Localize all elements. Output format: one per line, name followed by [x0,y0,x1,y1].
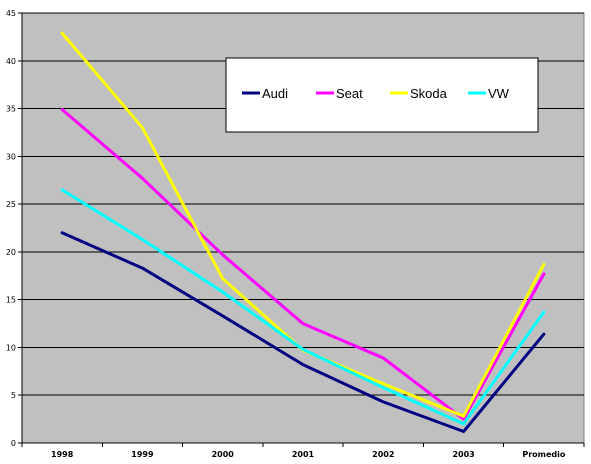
axes: 0 5 10 15 20 25 30 35 40 45 1998 1999 2000 2001 2002 20… [6,9,585,459]
x-tick-label: 1999 [131,450,154,459]
x-tick-label: 1998 [51,450,74,459]
series-line-vw [60,188,546,426]
x-tick-label: 2003 [452,450,474,459]
y-tick-label: 35 [6,105,16,114]
x-tick-label: 2000 [212,450,235,459]
y-tick-label: 5 [11,391,16,400]
series-line-seat [60,108,546,421]
legend-box [225,57,539,133]
legend: Audi Seat Skoda VW [225,57,539,133]
y-tick-label: 40 [6,57,16,66]
legend-label-skoda: Skoda [410,86,448,101]
y-tick-label: 45 [6,9,16,18]
y-tick-label: 15 [6,296,16,305]
y-tick-label: 10 [6,343,16,352]
x-tick-label: Promedio [522,450,566,459]
legend-label-vw: VW [488,86,510,101]
y-tick-label: 20 [6,248,16,257]
series-lines [60,31,546,433]
series-line-audi [60,231,546,433]
y-tick-label: 0 [11,439,16,448]
y-tick-label: 30 [6,152,16,161]
legend-label-seat: Seat [336,86,363,101]
x-tick-label: 2001 [292,450,315,459]
y-tick-label: 25 [6,200,16,209]
legend-label-audi: Audi [262,86,288,101]
x-tick-label: 2002 [372,450,394,459]
